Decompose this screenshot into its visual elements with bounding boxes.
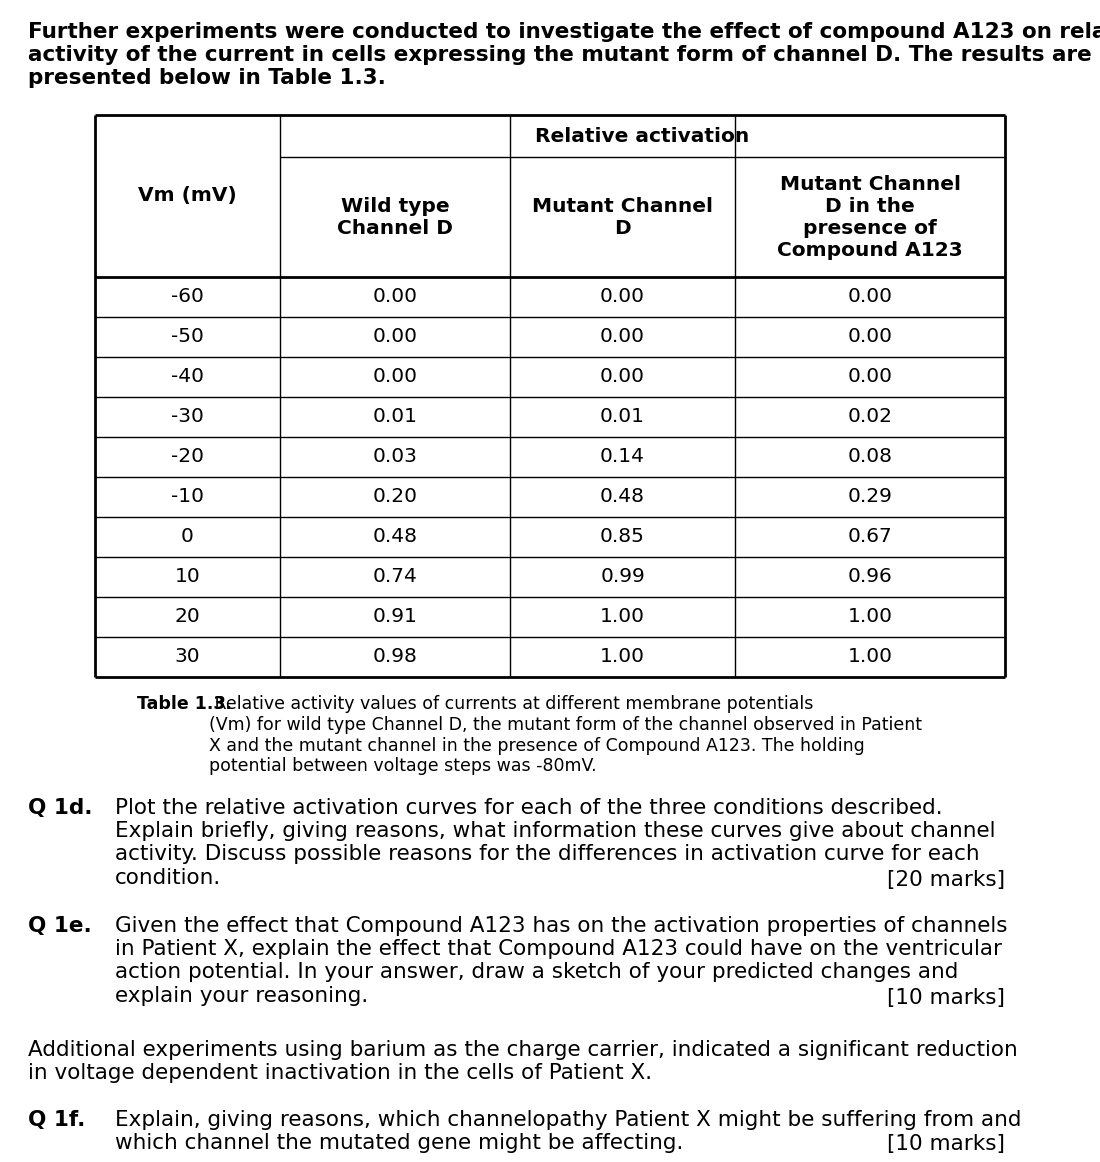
- Text: -60: -60: [172, 287, 204, 307]
- Text: 0.14: 0.14: [600, 447, 645, 466]
- Text: -50: -50: [172, 328, 204, 346]
- Text: [20 marks]: [20 marks]: [887, 870, 1005, 890]
- Text: 0.03: 0.03: [373, 447, 417, 466]
- Text: -20: -20: [170, 447, 204, 466]
- Text: 0.96: 0.96: [848, 567, 892, 587]
- Text: [10 marks]: [10 marks]: [887, 1134, 1005, 1154]
- Text: Mutant Channel
D: Mutant Channel D: [532, 196, 713, 237]
- Text: 0.00: 0.00: [373, 328, 418, 346]
- Text: 0.91: 0.91: [373, 608, 417, 626]
- Text: Q 1e.: Q 1e.: [28, 916, 91, 937]
- Text: 0.00: 0.00: [600, 367, 645, 387]
- Text: Further experiments were conducted to investigate the effect of compound A123 on: Further experiments were conducted to in…: [28, 22, 1100, 88]
- Text: 1.00: 1.00: [600, 608, 645, 626]
- Text: 0.48: 0.48: [373, 528, 418, 546]
- Text: Q 1d.: Q 1d.: [28, 798, 92, 818]
- Text: Wild type
Channel D: Wild type Channel D: [337, 196, 453, 237]
- Text: 10: 10: [175, 567, 200, 587]
- Text: 0.85: 0.85: [601, 528, 645, 546]
- Text: 0.74: 0.74: [373, 567, 417, 587]
- Text: -10: -10: [170, 488, 204, 507]
- Text: Mutant Channel
D in the
presence of
Compound A123: Mutant Channel D in the presence of Comp…: [777, 174, 962, 259]
- Text: 0.02: 0.02: [847, 408, 892, 426]
- Text: 0.00: 0.00: [373, 367, 418, 387]
- Text: Explain, giving reasons, which channelopathy Patient X might be suffering from a: Explain, giving reasons, which channelop…: [116, 1110, 1022, 1154]
- Text: 0.29: 0.29: [848, 488, 892, 507]
- Text: Relative activation: Relative activation: [536, 127, 749, 145]
- Text: 0.01: 0.01: [600, 408, 645, 426]
- Text: 0.00: 0.00: [373, 287, 418, 307]
- Text: 1.00: 1.00: [847, 608, 892, 626]
- Text: Q 1f.: Q 1f.: [28, 1110, 86, 1131]
- Text: 1.00: 1.00: [600, 647, 645, 667]
- Text: 0.01: 0.01: [373, 408, 418, 426]
- Text: 0.00: 0.00: [847, 367, 892, 387]
- Text: Given the effect that Compound A123 has on the activation properties of channels: Given the effect that Compound A123 has …: [116, 916, 1008, 1005]
- Text: Plot the relative activation curves for each of the three conditions described.
: Plot the relative activation curves for …: [116, 798, 996, 888]
- Text: -40: -40: [170, 367, 204, 387]
- Text: 0.98: 0.98: [373, 647, 417, 667]
- Text: 0.00: 0.00: [600, 328, 645, 346]
- Text: Additional experiments using barium as the charge carrier, indicated a significa: Additional experiments using barium as t…: [28, 1040, 1018, 1083]
- Text: -30: -30: [172, 408, 204, 426]
- Text: 1.00: 1.00: [847, 647, 892, 667]
- Text: 0.08: 0.08: [847, 447, 892, 466]
- Text: 0.99: 0.99: [601, 567, 645, 587]
- Text: [10 marks]: [10 marks]: [887, 988, 1005, 1009]
- Text: 30: 30: [175, 647, 200, 667]
- Text: 0.00: 0.00: [600, 287, 645, 307]
- Text: Vm (mV): Vm (mV): [139, 186, 236, 206]
- Text: 0.67: 0.67: [848, 528, 892, 546]
- Text: 20: 20: [175, 608, 200, 626]
- Text: 0.00: 0.00: [847, 287, 892, 307]
- Text: 0.48: 0.48: [600, 488, 645, 507]
- Text: 0.00: 0.00: [847, 328, 892, 346]
- Text: 0: 0: [182, 528, 194, 546]
- Text: Table 1.3.: Table 1.3.: [138, 695, 232, 713]
- Text: Relative activity values of currents at different membrane potentials
(Vm) for w: Relative activity values of currents at …: [209, 695, 922, 775]
- Text: 0.20: 0.20: [373, 488, 418, 507]
